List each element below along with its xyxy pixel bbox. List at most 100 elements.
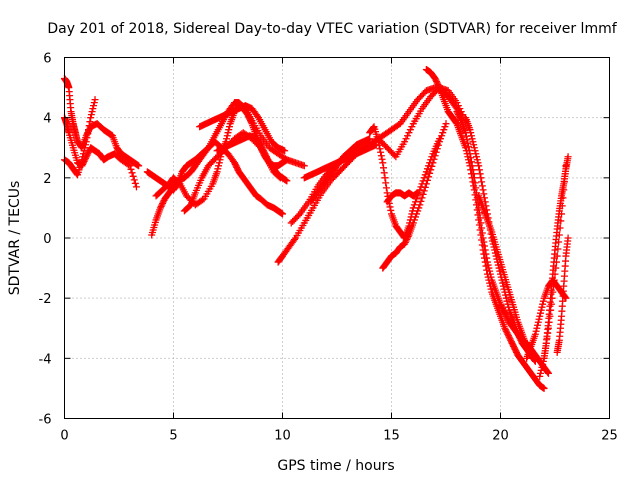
data-point xyxy=(214,165,222,173)
data-point xyxy=(481,246,489,254)
data-point xyxy=(539,357,547,365)
data-point xyxy=(510,344,518,352)
data-point xyxy=(231,159,239,167)
data-point xyxy=(437,135,445,143)
data-point xyxy=(502,326,510,334)
data-point xyxy=(246,115,254,123)
data-point xyxy=(431,75,439,83)
data-point xyxy=(78,156,86,164)
data-point xyxy=(536,372,544,380)
data-point xyxy=(467,154,475,162)
data-point xyxy=(534,321,542,329)
data-point xyxy=(499,305,507,313)
data-point xyxy=(158,201,166,209)
chart-title: Day 201 of 2018, Sidereal Day-to-day VTE… xyxy=(47,21,617,37)
data-point xyxy=(225,123,233,131)
data-point xyxy=(508,339,516,347)
data-point xyxy=(439,129,447,137)
data-point xyxy=(507,338,515,346)
data-point xyxy=(245,114,253,122)
data-point xyxy=(401,239,409,247)
x-tick-label: 10 xyxy=(274,429,291,444)
data-point xyxy=(215,159,223,167)
data-point xyxy=(263,154,271,162)
data-point xyxy=(430,155,438,163)
data-point xyxy=(130,176,138,184)
data-point xyxy=(86,118,94,126)
data-point xyxy=(454,109,462,117)
data-point xyxy=(506,335,514,343)
data-point xyxy=(564,153,572,161)
data-point xyxy=(259,145,267,153)
y-tick-label: -6 xyxy=(39,413,52,428)
data-point xyxy=(401,240,409,248)
data-point xyxy=(263,153,271,161)
data-point xyxy=(476,214,484,222)
data-point xyxy=(434,81,442,89)
data-point xyxy=(403,234,411,242)
data-point xyxy=(453,108,461,116)
data-point xyxy=(531,356,539,364)
data-point xyxy=(383,189,391,197)
data-point xyxy=(199,196,207,204)
y-tick-label: 0 xyxy=(43,232,51,247)
x-tick-label: 0 xyxy=(60,429,68,444)
data-point xyxy=(536,309,544,317)
data-point xyxy=(472,184,480,192)
data-point xyxy=(83,151,91,159)
data-point xyxy=(544,368,552,376)
data-point xyxy=(159,198,167,206)
data-point xyxy=(470,170,478,178)
data-point xyxy=(480,190,488,198)
data-point xyxy=(464,139,472,147)
data-point xyxy=(486,267,494,275)
data-point xyxy=(401,138,409,146)
x-axis-label: GPS time / hours xyxy=(277,458,394,474)
data-point xyxy=(83,134,91,142)
data-point xyxy=(132,183,140,191)
data-point xyxy=(503,297,511,305)
data-point xyxy=(478,178,486,186)
data-point xyxy=(539,300,547,308)
data-point xyxy=(479,234,487,242)
data-point xyxy=(129,172,137,180)
data-point xyxy=(471,147,479,155)
data-point xyxy=(539,360,547,368)
data-point xyxy=(455,112,463,120)
data-point xyxy=(540,384,548,392)
data-point xyxy=(538,363,546,371)
data-point xyxy=(283,156,291,164)
data-point xyxy=(366,135,374,143)
data-point xyxy=(408,123,416,131)
data-point xyxy=(433,78,441,86)
data-point xyxy=(483,258,491,266)
data-point xyxy=(409,219,417,227)
data-point xyxy=(87,114,95,122)
data-point xyxy=(84,126,92,134)
data-point xyxy=(497,302,505,310)
y-tick-label: 2 xyxy=(43,172,51,187)
data-point xyxy=(476,170,484,178)
data-point xyxy=(126,162,134,170)
data-point xyxy=(423,165,431,173)
data-point xyxy=(435,138,443,146)
data-point xyxy=(468,162,476,170)
data-point xyxy=(124,161,132,169)
data-point xyxy=(504,330,512,338)
data-point xyxy=(454,111,462,119)
data-point xyxy=(422,180,430,188)
data-point xyxy=(203,145,211,153)
x-tick-label: 20 xyxy=(492,429,509,444)
data-point xyxy=(91,96,99,104)
data-point xyxy=(499,282,507,290)
data-point xyxy=(420,187,428,195)
data-point xyxy=(410,216,418,224)
data-point xyxy=(470,174,478,182)
data-point xyxy=(294,211,302,219)
data-point xyxy=(532,327,540,335)
data-point xyxy=(90,102,98,110)
data-point xyxy=(135,162,143,170)
data-point xyxy=(257,141,265,149)
data-point xyxy=(79,153,87,161)
data-point xyxy=(418,194,426,202)
